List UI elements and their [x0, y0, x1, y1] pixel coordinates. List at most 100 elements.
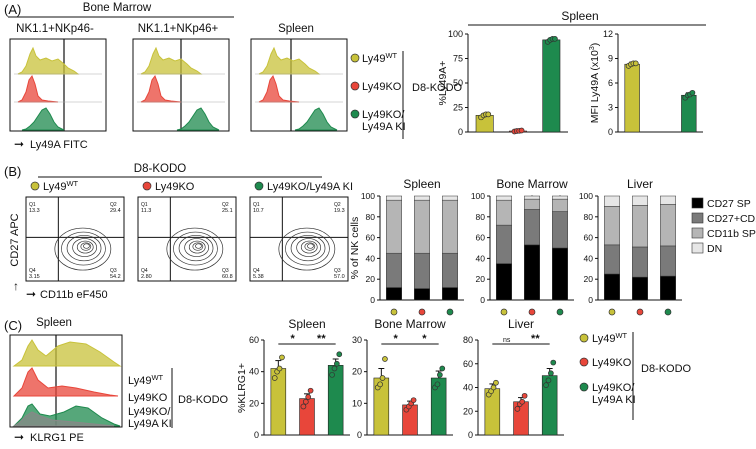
x-arrow-icon: ➞	[14, 137, 24, 151]
legend-swatch	[691, 197, 704, 209]
stack-segment-cd27cd11b	[660, 245, 676, 277]
quadrant-value: 25.1	[222, 208, 233, 214]
y-tick-label: 10	[352, 398, 362, 408]
data-point	[434, 381, 441, 388]
category-marker	[446, 308, 454, 316]
stack-segment-cd27cd11b	[604, 244, 620, 275]
model-label: D8-KODO	[641, 363, 692, 375]
bone-marrow-title: Bone Marrow	[83, 2, 152, 14]
stack-segment-cd27sp	[660, 275, 676, 301]
data-point	[552, 36, 558, 42]
quadrant-id: Q3	[222, 268, 229, 274]
category-marker	[608, 308, 616, 316]
y-tick-label: 3	[608, 103, 613, 113]
stack-segment-cd11bsp	[496, 199, 512, 226]
histogram-title: NK1.1+NKp46-	[16, 23, 94, 35]
contour-line	[278, 227, 336, 271]
y-tick-label: 100	[579, 191, 593, 201]
histogram-wt	[140, 46, 203, 75]
y-tick-label: 20	[476, 274, 486, 284]
stack-segment-cd27cd11b	[632, 246, 648, 278]
data-point	[689, 89, 696, 96]
contour-line	[76, 240, 94, 254]
spleen-title: Spleen	[561, 9, 598, 23]
y-tick-label: 40	[584, 253, 594, 263]
contour-line	[188, 240, 206, 254]
legend-label: Ly49KO/	[362, 109, 405, 121]
stack-segment-cd11bsp	[386, 199, 402, 254]
histogram-frame	[9, 38, 107, 132]
flow-header-main: Ly49KO/Ly49A KI	[267, 181, 353, 193]
stack-segment-cd11bsp	[660, 204, 676, 247]
data-point	[437, 371, 443, 378]
legend-label-main: Ly49KO/	[592, 382, 635, 394]
contour-line	[178, 234, 214, 262]
flow-header: Ly49WT	[43, 179, 79, 193]
histogram-title: Spleen	[36, 317, 72, 329]
histogram-ko	[17, 74, 59, 103]
contour-line	[300, 240, 318, 254]
contour-line	[304, 242, 316, 251]
stack-segment-cd27sp	[632, 276, 648, 301]
legend-label: Ly49KO/	[592, 382, 635, 394]
legend-label-main: Ly49KO/	[362, 109, 405, 121]
stack-segment-cd27sp	[524, 244, 540, 301]
histogram-label: Ly49WT	[128, 373, 164, 387]
histogram-ki	[21, 107, 65, 131]
y-tick-label: 0	[480, 295, 485, 305]
category-marker	[418, 308, 426, 316]
y-tick-label: 0	[357, 430, 362, 440]
y-tick-label: 60	[366, 233, 376, 243]
quadrant-value: 54.2	[110, 274, 121, 280]
stack-segment-cd27cd11b	[552, 211, 568, 249]
quadrant-value: 10.7	[253, 208, 264, 214]
bar-A2-0	[624, 63, 640, 133]
y-tick-label: 40	[476, 253, 486, 263]
histogram-wt	[258, 46, 321, 75]
legend-label-line2: Ly49A KI	[592, 394, 636, 406]
header-marker	[30, 181, 40, 191]
stack-segment-cd27sp	[496, 263, 512, 301]
quadrant-id: Q2	[110, 202, 117, 208]
legend-label: Ly49KO	[592, 357, 632, 369]
y-arrow-icon: ↑	[13, 279, 19, 293]
y-tick-label: 80	[463, 335, 473, 345]
quadrant-value: 2.80	[141, 274, 152, 280]
legend-label: Ly49KO	[362, 81, 402, 93]
y-axis-label: % of NK cells	[349, 217, 361, 279]
contour-line	[80, 242, 92, 251]
contour-line	[296, 238, 321, 257]
data-point	[632, 60, 639, 67]
histogram-label: Ly49KO/	[128, 406, 171, 418]
histogram-frame	[250, 38, 348, 132]
data-point	[439, 365, 446, 372]
data-point	[271, 375, 278, 381]
data-point	[550, 359, 557, 366]
stack-segment-cd27cd11b	[414, 252, 430, 289]
significance-label: ns	[503, 337, 511, 344]
quadrant-id: Q1	[141, 202, 148, 208]
quadrant-id: Q4	[253, 268, 260, 274]
y-tick-label: 50	[453, 78, 463, 88]
legend-label-main: Ly49	[592, 333, 615, 345]
y-tick-label: 60	[476, 233, 486, 243]
histogram-label-main: Ly49	[128, 375, 151, 387]
legend-label: CD27 SP	[707, 198, 751, 210]
contour-line	[285, 231, 330, 266]
y-tick-label: 40	[249, 367, 259, 377]
flow-header: Ly49KO/Ly49A KI	[267, 181, 353, 193]
category-marker	[636, 308, 644, 316]
histogram-ki	[176, 107, 220, 131]
data-point	[514, 406, 521, 412]
model-label: D8-KODO	[412, 82, 463, 94]
contour-line	[307, 243, 314, 249]
contour-line	[173, 231, 218, 266]
chart-title: Bone Marrow	[374, 317, 446, 331]
chart-title: Liver	[627, 177, 653, 191]
y-tick-label: 12	[603, 29, 613, 39]
contour-line	[72, 238, 97, 257]
contour-line	[290, 234, 326, 262]
data-point	[334, 360, 340, 367]
legend-label-main: Ly49	[362, 53, 385, 65]
